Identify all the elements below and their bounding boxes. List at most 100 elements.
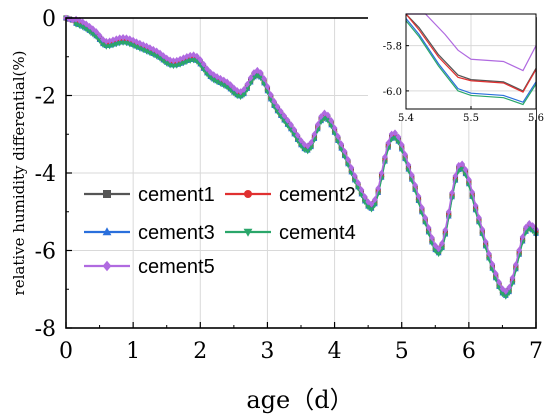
legend-marker — [244, 190, 252, 198]
y-axis-label: relative humidity differential(%) — [10, 51, 28, 296]
data-point — [509, 274, 516, 282]
inset-axis-ticks: 5.4 5.5 5.6 -5.8 -6.0 — [383, 42, 544, 124]
data-point — [180, 61, 187, 67]
main-plot-lines — [63, 14, 539, 300]
data-point — [402, 150, 408, 158]
series-cement5 — [63, 14, 539, 295]
data-point — [143, 49, 150, 55]
data-point — [177, 62, 184, 68]
data-point — [241, 86, 247, 93]
data-point — [476, 214, 482, 221]
data-point — [100, 35, 106, 43]
data-point — [83, 27, 90, 33]
data-point — [506, 284, 513, 291]
x-tick-label: 1 — [126, 339, 140, 364]
data-point — [499, 292, 506, 298]
data-point — [143, 42, 150, 50]
data-point — [110, 43, 116, 49]
data-point — [459, 160, 466, 168]
data-point — [429, 234, 435, 242]
data-point — [321, 116, 328, 122]
x-tick-label: 2 — [193, 339, 207, 364]
data-point — [224, 85, 231, 91]
data-point — [113, 42, 120, 48]
legend-marker — [102, 260, 112, 272]
y-tick-label: -6 — [35, 240, 56, 265]
legend-item-cement4: cement4 — [225, 222, 356, 244]
legend-label: cement1 — [138, 184, 215, 206]
data-point — [442, 226, 449, 234]
data-point — [100, 42, 106, 48]
data-point — [110, 36, 116, 44]
data-point — [93, 28, 100, 35]
data-point — [241, 92, 247, 98]
y-tick-label: -4 — [35, 162, 56, 187]
x-axis-label: age（d） — [246, 386, 353, 414]
inset-background — [368, 8, 536, 120]
data-point — [227, 81, 234, 89]
data-point — [220, 83, 227, 89]
data-point — [140, 41, 147, 48]
data-point — [418, 204, 425, 211]
data-point — [244, 80, 251, 88]
data-point — [197, 56, 204, 64]
data-point — [170, 57, 177, 65]
data-point — [435, 245, 442, 252]
data-point — [150, 52, 157, 58]
data-point — [348, 164, 355, 172]
legend-label: cement4 — [279, 222, 356, 244]
data-point — [140, 47, 147, 54]
data-point — [341, 148, 348, 155]
data-point — [422, 214, 429, 221]
data-point — [163, 54, 170, 62]
legend-item-cement3: cement3 — [84, 222, 215, 244]
data-point — [214, 73, 220, 80]
data-point — [408, 171, 415, 179]
data-point — [445, 208, 452, 216]
data-point — [264, 83, 271, 90]
data-point — [425, 224, 432, 231]
data-point — [89, 32, 96, 38]
data-point — [479, 225, 486, 233]
main-axis-ticks: 0 1 2 3 4 5 6 7 0 -2 -4 -6 -8 — [35, 7, 543, 364]
data-point — [257, 76, 264, 82]
legend-label: cement5 — [138, 256, 215, 278]
data-point — [160, 58, 167, 65]
data-point — [200, 60, 207, 68]
data-point — [365, 205, 372, 211]
data-point — [187, 58, 194, 64]
data-point — [512, 261, 519, 268]
data-point — [371, 196, 378, 203]
data-point — [190, 58, 197, 64]
y-tick-label: -8 — [35, 317, 56, 342]
data-point — [187, 51, 194, 59]
data-point — [237, 88, 244, 96]
data-point — [294, 131, 301, 139]
data-point — [365, 198, 372, 206]
legend-item-cement1: cement1 — [84, 184, 215, 206]
data-point — [368, 207, 375, 213]
data-point — [220, 76, 227, 84]
inset-series-cement4 — [405, 20, 537, 106]
data-point — [486, 250, 492, 258]
data-point — [335, 132, 341, 140]
data-point — [351, 172, 358, 179]
data-point — [170, 63, 177, 70]
data-point — [492, 270, 499, 277]
data-point — [281, 112, 288, 120]
data-point — [130, 43, 137, 49]
data-point — [86, 29, 93, 35]
data-point — [496, 278, 502, 286]
data-point — [321, 109, 328, 117]
inset-x-tick-label: 5.5 — [463, 113, 479, 124]
data-point — [271, 97, 278, 105]
inset-series-cement2 — [405, 13, 537, 93]
data-point — [79, 25, 86, 31]
data-point — [284, 116, 291, 124]
data-point — [304, 142, 311, 150]
data-point — [519, 233, 526, 241]
inset-plot-lines — [405, 13, 537, 106]
data-point — [291, 126, 298, 134]
data-point — [227, 88, 234, 94]
data-point — [345, 156, 351, 163]
